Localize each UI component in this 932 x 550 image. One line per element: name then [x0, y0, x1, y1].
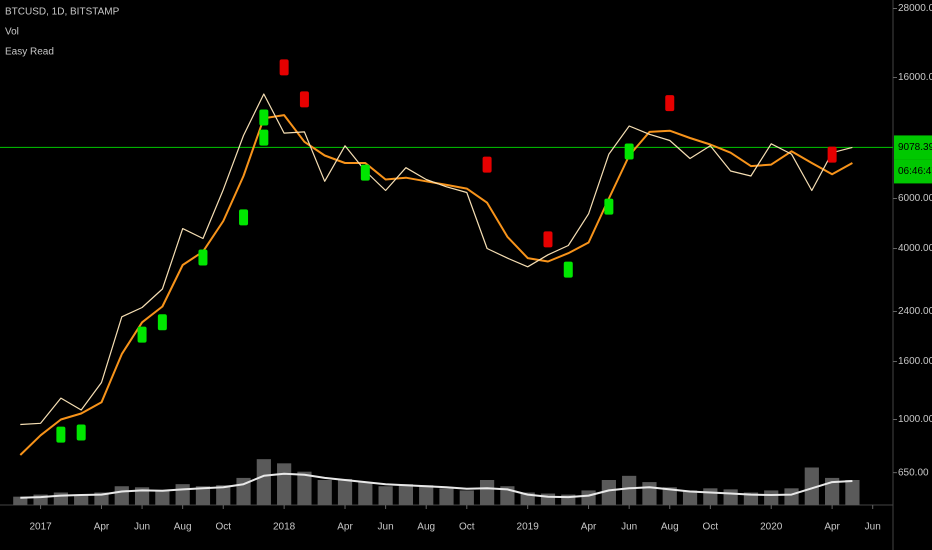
volume-bar: [195, 486, 211, 505]
buy-signal: [76, 424, 86, 441]
volume-bar: [439, 488, 454, 505]
x-tick-label: Oct: [703, 522, 719, 533]
symbol-label: BTCUSD, 1D, BITSTAMP: [5, 7, 120, 18]
x-tick-label: Apr: [824, 522, 840, 533]
volume-bar: [155, 490, 170, 505]
volume-bar: [642, 482, 657, 505]
volume-bar: [297, 471, 312, 505]
volume-bar: [622, 475, 637, 505]
sell-signal: [279, 59, 289, 76]
buy-signal: [56, 426, 66, 443]
x-tick-label: Apr: [337, 522, 353, 533]
buy-signal: [563, 261, 573, 278]
volume-bar: [682, 490, 698, 505]
volume-bar: [581, 490, 596, 505]
volume-bar: [764, 490, 779, 505]
x-tick-label: Jun: [378, 522, 394, 533]
sell-signal: [827, 146, 837, 163]
volume-bar: [175, 484, 190, 505]
y-tick-label: 4000.00: [898, 243, 932, 254]
buy-signal: [604, 198, 614, 215]
price-tag: [894, 135, 932, 160]
y-tick-label: 2400.00: [898, 306, 932, 317]
x-tick-label: Apr: [581, 522, 597, 533]
volume-bar: [74, 495, 89, 505]
volume-ma-line: [20, 472, 853, 499]
buy-signal: [259, 109, 269, 126]
x-tick-label: Apr: [94, 522, 110, 533]
indicator-label: Vol: [5, 27, 19, 38]
countdown-label: 06:46:47: [898, 166, 932, 177]
volume-bar: [134, 487, 150, 505]
buy-signal: [157, 314, 167, 331]
countdown-tag: [894, 159, 932, 184]
x-tick-label: Oct: [215, 522, 231, 533]
buy-signal: [259, 129, 269, 146]
y-tick-label: 28000.00: [898, 3, 932, 14]
volume-bar: [33, 494, 48, 505]
sell-signal: [482, 156, 492, 173]
volume-bar: [723, 489, 738, 505]
volume-bar: [540, 493, 556, 505]
x-tick-label: Aug: [417, 522, 435, 533]
buy-signal: [198, 249, 208, 266]
x-tick-label: 2017: [29, 522, 52, 533]
volume-bar: [459, 490, 474, 505]
volume-bar: [114, 486, 129, 505]
volume-bar: [398, 484, 414, 505]
x-tick-label: 2020: [760, 522, 783, 533]
volume-bar: [703, 488, 718, 505]
volume-bar: [358, 482, 373, 505]
volume-bar: [256, 459, 271, 505]
x-tick-label: Jun: [621, 522, 637, 533]
x-tick-label: Aug: [661, 522, 679, 533]
y-tick-label: 1000.00: [898, 414, 932, 425]
volume-bar: [825, 477, 840, 505]
x-tick-label: Oct: [459, 522, 475, 533]
volume-bar: [378, 486, 393, 505]
x-tick-label: Jun: [865, 522, 881, 533]
volume-bar: [337, 478, 353, 505]
sell-signal: [299, 91, 309, 108]
y-tick-label: 650.00: [898, 467, 929, 478]
price-tag-label: 9078.39: [898, 142, 932, 153]
price-line-series: [20, 93, 853, 426]
volume-bar: [419, 485, 434, 505]
x-tick-label: Jun: [134, 522, 150, 533]
volume-bar: [53, 492, 68, 505]
volume-bar: [13, 496, 28, 505]
volume-bar: [216, 485, 231, 505]
buy-signal: [137, 326, 147, 343]
sell-signal: [543, 231, 553, 248]
volume-bar: [479, 480, 495, 505]
buy-signal: [624, 143, 634, 160]
volume-bar: [561, 494, 576, 505]
sell-signal: [665, 95, 675, 112]
y-tick-label: 16000.00: [898, 72, 932, 83]
volume-bar: [662, 487, 677, 505]
x-tick-label: 2019: [517, 522, 540, 533]
indicator-label: Easy Read: [5, 47, 54, 58]
volume-bar: [317, 480, 332, 505]
x-tick-label: Aug: [174, 522, 192, 533]
y-tick-label: 1600.00: [898, 356, 932, 367]
volume-bar: [804, 467, 819, 505]
buy-signal: [239, 209, 249, 226]
volume-bar: [784, 488, 799, 505]
y-tick-label: 6000.00: [898, 193, 932, 204]
buy-signal: [360, 164, 370, 181]
volume-bar: [277, 463, 292, 505]
volume-bar: [845, 480, 860, 505]
volume-bar: [601, 480, 616, 505]
x-tick-label: 2018: [273, 522, 296, 533]
